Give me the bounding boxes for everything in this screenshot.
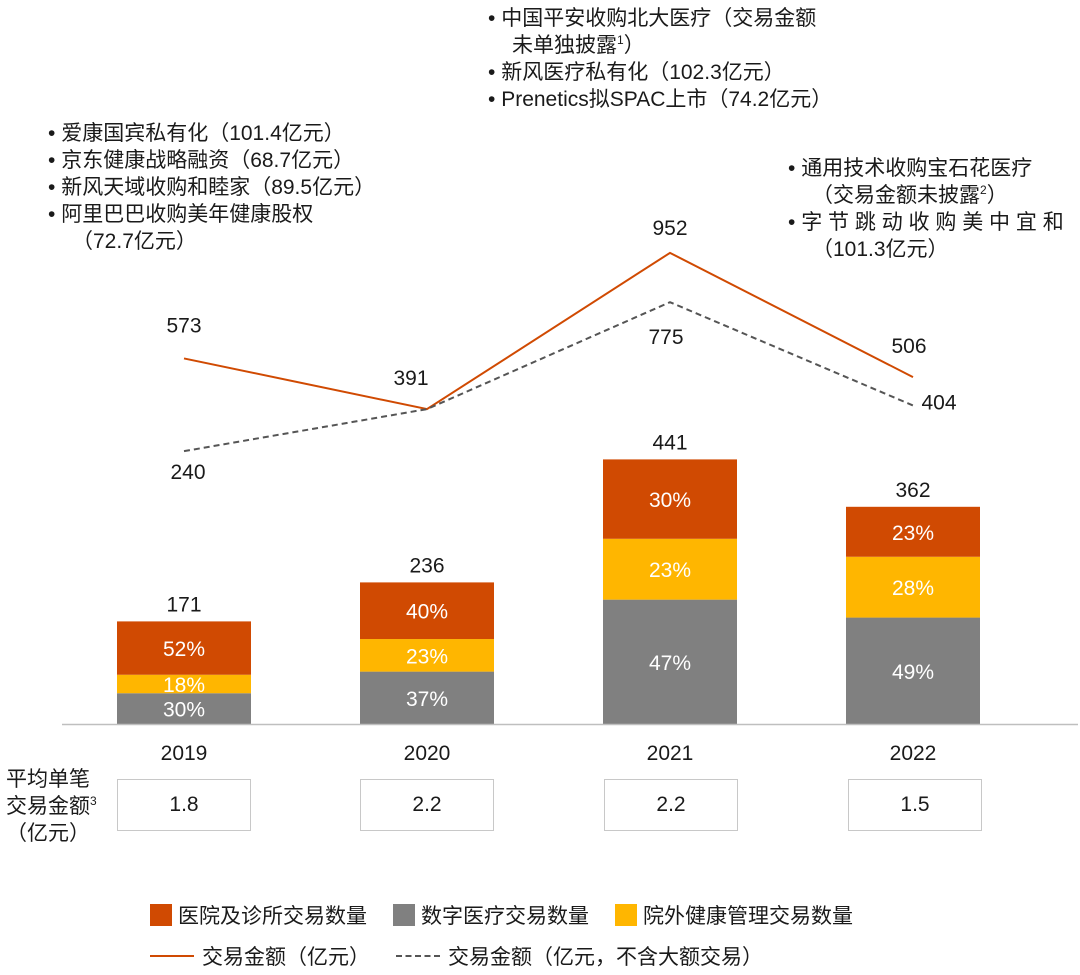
line-label-0-2019: 573 [166,314,201,337]
legend-item-hospital: 医院及诊所交易数量 [150,900,367,930]
x-tick-2019: 2019 [161,742,208,765]
legend-row-bars: 医院及诊所交易数量 数字医疗交易数量 院外健康管理交易数量 [150,900,879,930]
bar-segment-2021-2 [603,459,737,539]
legend-swatch-hospital [150,904,172,926]
bar-segment-2020-1 [360,639,494,672]
annotation-2019-item: • 京东健康战略融资（68.7亿元） [48,149,355,172]
bar-label-2022-0: 49% [892,661,934,684]
legend-item-digital: 数字医疗交易数量 [393,900,589,930]
annotation-2021-item: • Prenetics拟SPAC上市（74.2亿元） [488,88,833,111]
bar-label-2019-0: 30% [163,699,205,722]
line-label-0-2020: 391 [393,367,428,390]
bar-label-2019-1: 18% [163,674,205,697]
bar-segment-2022-2 [846,506,980,557]
legend-row-lines: 交易金额（亿元） 交易金额（亿元，不含大额交易） [150,941,789,971]
bar-segment-2020-2 [360,582,494,640]
annotation-2022: • 通用技术收购宝石花医疗 （交易金额未披露2） • 字 节 跳 动 收 购 美… [788,155,1064,263]
legend-line-amount-excl [396,955,440,957]
x-tick-2021: 2021 [647,742,694,765]
bar-segment-2019-0 [117,693,251,724]
series-line-0 [183,251,914,411]
bar-total-2022: 362 [895,479,930,502]
bar-label-2020-1: 23% [406,645,448,668]
bar-total-2019: 171 [166,593,201,616]
annotation-2019-item: • 阿里巴巴收购美年健康股权 [48,203,314,226]
annotation-2019-item: • 新风天域收购和睦家（89.5亿元） [48,176,376,199]
legend-swatch-digital [393,904,415,926]
bar-segment-2022-1 [846,556,980,618]
annotation-2021: • 中国平安收购北大医疗（交易金额 未单独披露1） • 新风医疗私有化（102.… [488,5,832,113]
line-label-0-2021: 952 [652,217,687,240]
annotation-2021-item: • 新风医疗私有化（102.3亿元） [488,61,785,84]
bar-total-2020: 236 [409,554,444,577]
line-label-1-2022: 404 [921,391,956,414]
bar-label-2021-0: 47% [649,652,691,675]
legend-swatch-health-mgmt [615,904,637,926]
bar-label-2021-1: 23% [649,559,691,582]
annotation-2021-item: 未单独披露1） [512,33,645,57]
avg-deal-box-2022: 1.5 [848,779,982,831]
bar-segment-2020-0 [360,671,494,724]
avg-deal-box-2020: 2.2 [360,779,494,831]
avg-deal-box-2021: 2.2 [604,779,738,831]
bar-label-2022-1: 28% [892,577,934,600]
bar-label-2021-2: 30% [649,489,691,512]
annotation-2022-item: （101.3亿元） [812,238,949,261]
bar-label-2020-0: 37% [406,688,448,711]
series-line-1 [183,301,914,453]
x-tick-2022: 2022 [890,742,937,765]
bar-segment-2021-1 [603,538,737,600]
bar-label-2019-2: 52% [163,638,205,661]
legend-line-amount [150,955,194,957]
x-tick-2020: 2020 [404,742,451,765]
annotation-2019: • 爱康国宾私有化（101.4亿元） • 京东健康战略融资（68.7亿元） • … [48,120,375,255]
avg-deal-label: 平均单笔 交易金额3 （亿元） [6,768,97,845]
avg-deal-box-2019: 1.8 [117,779,251,831]
annotation-2022-item: （交易金额未披露2） [812,183,1008,207]
bar-total-2021: 441 [652,431,687,454]
line-label-1-2021: 775 [648,326,683,349]
annotation-2019-item: • 爱康国宾私有化（101.4亿元） [48,122,345,145]
line-label-0-2022: 506 [891,335,926,358]
bar-label-2020-2: 40% [406,601,448,624]
bar-segment-2021-0 [603,599,737,724]
legend-item-amount: 交易金额（亿元） [150,941,370,971]
annotation-2021-item: • 中国平安收购北大医疗（交易金额 [488,7,817,30]
annotation-2019-item: （72.7亿元） [72,230,197,253]
legend-item-amount-excl: 交易金额（亿元，不含大额交易） [396,941,763,971]
annotation-2022-item: • 通用技术收购宝石花医疗 [788,157,1033,180]
bar-segment-2019-2 [117,621,251,675]
annotation-2022-item: • 字 节 跳 动 收 购 美 中 宜 和 [788,211,1064,234]
bar-label-2022-2: 23% [892,522,934,545]
legend-item-health-mgmt: 院外健康管理交易数量 [615,900,853,930]
bar-segment-2019-1 [117,674,251,694]
line-label-1-2019: 240 [170,461,205,484]
bar-segment-2022-0 [846,617,980,724]
